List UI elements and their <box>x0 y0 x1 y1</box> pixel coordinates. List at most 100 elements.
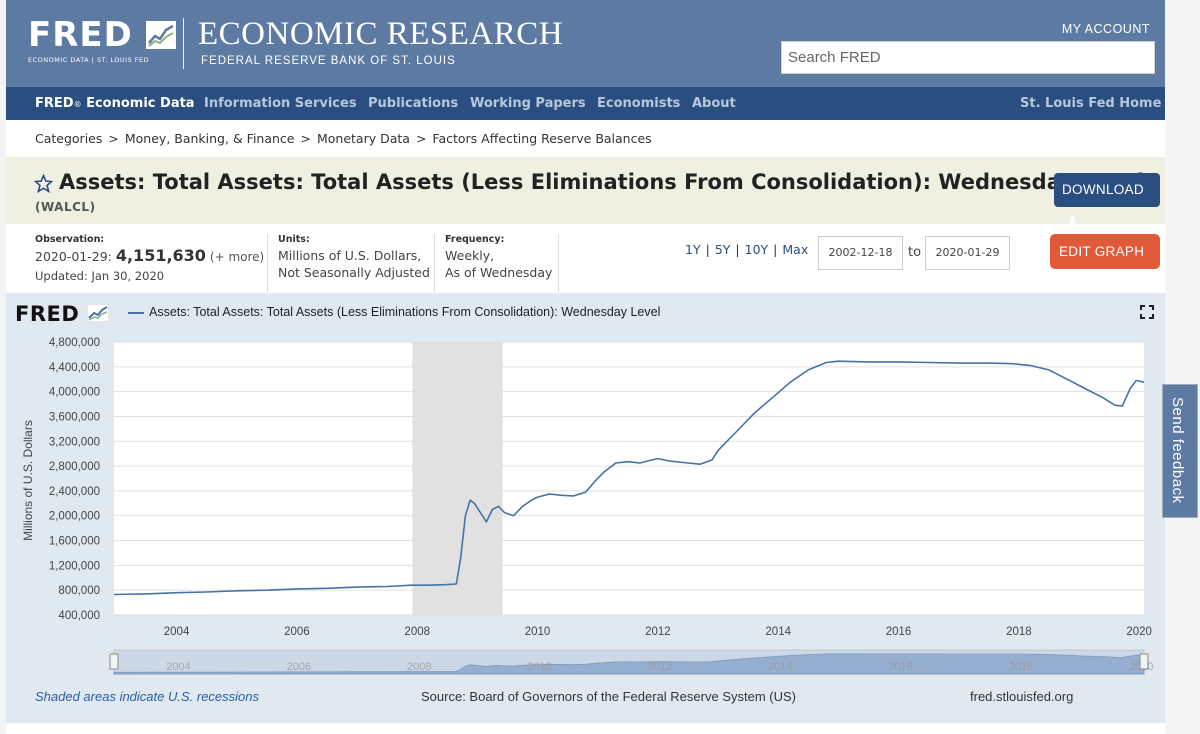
chart-legend: Assets: Total Assets: Total Assets (Less… <box>128 305 660 319</box>
recession-shade <box>412 342 503 615</box>
series-title: Assets: Total Assets: Total Assets (Less… <box>59 170 1144 194</box>
fullscreen-icon[interactable] <box>1140 305 1154 319</box>
start-date-input[interactable]: 2002-12-18 <box>818 236 903 270</box>
breadcrumb-monetary-data[interactable]: Monetary Data <box>316 131 410 146</box>
x-tick-label: 2016 <box>886 626 912 638</box>
y-tick-label: 4,000,000 <box>49 387 100 399</box>
series-id: (WALCL) <box>35 200 96 214</box>
nav-fred-rest: Economic Data <box>81 96 195 111</box>
chart-site: fred.stlouisfed.org <box>970 689 1074 704</box>
chart-panel: FRED Assets: Total Assets: Total Assets … <box>6 293 1165 723</box>
economic-research-title[interactable]: ECONOMIC RESEARCH <box>198 16 564 52</box>
x-tick-label: 2020 <box>1126 626 1152 638</box>
nav-economists[interactable]: Economists <box>597 96 681 111</box>
nav-about[interactable]: About <box>692 96 736 111</box>
navigator-tick-label: 2018 <box>1009 661 1033 673</box>
observation-label: Observation: <box>35 234 105 245</box>
navigator-tick-label: 2008 <box>407 661 431 673</box>
page-margin <box>1165 0 1200 734</box>
y-tick-label: 3,600,000 <box>49 411 100 423</box>
download-icon <box>1066 216 1079 229</box>
units-line-1: Millions of U.S. Dollars, <box>278 248 422 263</box>
edit-graph-button[interactable]: EDIT GRAPH <box>1050 234 1160 292</box>
observation-value: 4,151,630 <box>115 246 206 265</box>
range-1y[interactable]: 1Y <box>685 242 701 257</box>
legend-line <box>128 311 144 314</box>
x-tick-label: 2018 <box>1006 626 1032 638</box>
y-tick-label: 4,800,000 <box>49 337 100 349</box>
meta-divider <box>434 234 435 292</box>
search-input[interactable] <box>781 41 1155 74</box>
series-line <box>113 360 1145 596</box>
frb-subtitle: FEDERAL RESERVE BANK OF ST. LOUIS <box>201 55 456 67</box>
navigator-tick-label: 2016 <box>888 661 912 673</box>
gear-icon <box>1062 279 1075 292</box>
send-feedback-label: Send feedback <box>1169 397 1186 504</box>
download-label: DOWNLOAD <box>1062 182 1144 197</box>
navigator-tick-label: 2014 <box>768 661 792 673</box>
fred-logo-text: FRED <box>28 15 133 55</box>
navigator-series <box>113 653 1145 675</box>
star-icon[interactable] <box>34 174 53 193</box>
plot-area <box>114 342 1144 615</box>
x-tick-label: 2010 <box>525 626 551 638</box>
chart-logo-icon <box>145 21 176 49</box>
download-button[interactable]: DOWNLOAD <box>1054 173 1160 229</box>
range-10y[interactable]: 10Y <box>744 242 769 257</box>
units-block: Units: Millions of U.S. Dollars, Not Sea… <box>278 234 430 281</box>
nav-fred-economic-data[interactable]: FRED® Economic Data <box>35 96 195 111</box>
nav-information-services[interactable]: Information Services <box>204 96 357 111</box>
breadcrumb: Categories > Money, Banking, & Finance > Mon… <box>35 131 652 146</box>
navigator-tick-label: 2006 <box>287 661 311 673</box>
x-tick-label: 2012 <box>645 626 671 638</box>
edit-graph-label: EDIT GRAPH <box>1059 244 1145 259</box>
chart-fred-logo-text: FRED <box>15 302 80 326</box>
nav-st-louis-fed-home[interactable]: St. Louis Fed Home <box>1020 96 1162 111</box>
observation-more-link[interactable]: (+ more) <box>209 250 265 264</box>
y-tick-label: 3,200,000 <box>49 436 100 448</box>
site-header: FRED ECONOMIC DATA | ST. LOUIS FED ECONO… <box>6 0 1165 87</box>
x-tick-label: 2006 <box>284 626 310 638</box>
y-tick-label: 800,000 <box>58 585 100 597</box>
nav-working-papers[interactable]: Working Papers <box>470 96 586 111</box>
y-tick-label: 1,600,000 <box>49 536 100 548</box>
end-date-input[interactable]: 2020-01-29 <box>925 236 1010 270</box>
y-tick-label: 2,800,000 <box>49 461 100 473</box>
nav-fred-registered: ® <box>73 100 82 109</box>
x-tick-label: 2014 <box>765 626 791 638</box>
navigator-tick-label: 2012 <box>648 661 672 673</box>
x-tick-label: 2008 <box>404 626 430 638</box>
chart-source: Source: Board of Governors of the Federa… <box>421 689 796 704</box>
date-to-label: to <box>908 245 922 260</box>
nav-publications[interactable]: Publications <box>368 96 459 111</box>
breadcrumb-money-banking[interactable]: Money, Banking, & Finance <box>124 131 295 146</box>
fred-logo-subtitle: ECONOMIC DATA | ST. LOUIS FED <box>28 56 150 64</box>
y-tick-label: 4,400,000 <box>49 362 100 374</box>
frequency-line-2: As of Wednesday <box>445 265 553 280</box>
main-nav: FRED® Economic Data Information Services… <box>6 87 1165 120</box>
navigator-tick-label: 2004 <box>166 661 190 673</box>
updated-date: Updated: Jan 30, 2020 <box>35 269 165 283</box>
meta-divider <box>267 234 268 292</box>
navigator-handle-left[interactable] <box>109 653 119 670</box>
y-tick-label: 2,400,000 <box>49 486 100 498</box>
my-account-link[interactable]: MY ACCOUNT <box>1061 22 1150 36</box>
y-tick-label: 1,200,000 <box>49 560 100 572</box>
range-max[interactable]: Max <box>782 242 809 257</box>
recession-note[interactable]: Shaded areas indicate U.S. recessions <box>35 689 260 704</box>
y-tick-label: 2,000,000 <box>49 511 100 523</box>
breadcrumb-categories[interactable]: Categories <box>35 131 103 146</box>
navigator-handle-right[interactable] <box>1139 653 1149 670</box>
frequency-block: Frequency: Weekly, As of Wednesday <box>445 234 552 281</box>
series-meta: Observation: 2020-01-29: 4,151,630 (+ mo… <box>6 224 1165 292</box>
page: FRED ECONOMIC DATA | ST. LOUIS FED ECONO… <box>6 0 1165 734</box>
chart-svg: 400,000 800,000 1,200,000 1,600,000 2,000,00… <box>21 337 1153 675</box>
breadcrumb-factors[interactable]: Factors Affecting Reserve Balances <box>432 131 652 146</box>
fred-logo[interactable]: FRED ECONOMIC DATA | ST. LOUIS FED <box>28 17 176 64</box>
send-feedback-button[interactable]: Send feedback <box>1162 384 1198 518</box>
y-tick-label: 400,000 <box>58 610 100 622</box>
meta-divider <box>558 234 559 292</box>
chart-fred-logo: FRED <box>15 302 110 326</box>
series-title-bar: Assets: Total Assets: Total Assets (Less… <box>6 157 1165 224</box>
range-5y[interactable]: 5Y <box>714 242 731 257</box>
